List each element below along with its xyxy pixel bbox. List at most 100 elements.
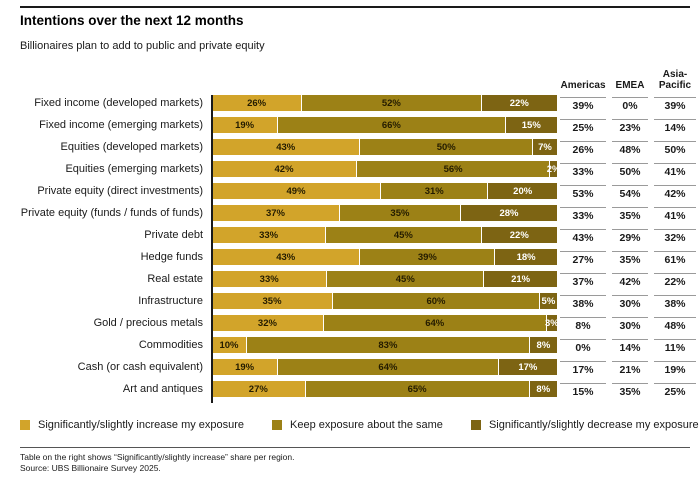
region-value: 0% bbox=[612, 97, 648, 116]
chart-row: Equities (emerging markets) 42% 56% 2% 33% 50… bbox=[20, 161, 699, 183]
column-header-emea: EMEA bbox=[615, 79, 645, 91]
column-header-asia-pacific: Asia- Pacific bbox=[658, 69, 692, 91]
bar-segment: 56% bbox=[357, 161, 550, 177]
bar-segment: 83% bbox=[246, 337, 529, 353]
region-value: 30% bbox=[612, 295, 648, 314]
chart-row: Fixed income (emerging markets) 19% 66% 15%… bbox=[20, 117, 699, 139]
category-label: Commodities bbox=[138, 339, 203, 351]
footnote-source: Source: UBS Billionaire Survey 2025. bbox=[20, 463, 161, 473]
region-value: 23% bbox=[612, 119, 648, 138]
bar-segment: 19% bbox=[212, 359, 278, 375]
category-label: Hedge funds bbox=[140, 251, 203, 263]
bar-segment: 35% bbox=[339, 205, 460, 221]
bar-segment: 28% bbox=[460, 205, 557, 221]
chart-title: Intentions over the next 12 months bbox=[20, 13, 244, 28]
chart-row: Equities (developed markets) 43% 50% 7% 26% 4… bbox=[20, 139, 699, 161]
legend-item: Significantly/slightly decrease my expos… bbox=[470, 419, 699, 431]
stacked-bar: 43% 50% 7% bbox=[212, 139, 557, 155]
region-value: 19% bbox=[654, 361, 696, 380]
bar-segment: 35% bbox=[212, 293, 333, 309]
legend-swatch bbox=[470, 420, 481, 430]
category-label: Fixed income (developed markets) bbox=[34, 97, 203, 109]
region-value: 21% bbox=[612, 361, 648, 380]
bar-segment: 45% bbox=[327, 271, 484, 287]
category-label: Infrastructure bbox=[138, 295, 203, 307]
category-label: Equities (developed markets) bbox=[60, 141, 203, 153]
bar-segment: 8% bbox=[529, 337, 557, 353]
bar-segment: 37% bbox=[212, 205, 339, 221]
y-axis-line bbox=[211, 95, 213, 403]
bar-segment: 31% bbox=[381, 183, 488, 199]
bar-segment: 49% bbox=[212, 183, 381, 199]
region-value: 53% bbox=[560, 185, 606, 204]
chart-row: Hedge funds 43% 39% 18% 27% 35% 61% bbox=[20, 249, 699, 271]
bar-segment: 45% bbox=[326, 227, 481, 243]
legend-item: Keep exposure about the same bbox=[272, 419, 443, 431]
region-value: 39% bbox=[654, 97, 696, 116]
bar-segment: 3% bbox=[545, 315, 559, 331]
bar-segment: 10% bbox=[212, 337, 246, 353]
category-label: Cash (or cash equivalent) bbox=[77, 361, 203, 373]
bar-segment: 15% bbox=[505, 117, 557, 133]
stacked-bar: 26% 52% 22% bbox=[212, 95, 557, 111]
stacked-bar: 10% 83% 8% bbox=[212, 337, 557, 353]
region-value: 29% bbox=[612, 229, 648, 248]
bar-segment: 64% bbox=[323, 315, 546, 331]
region-value: 54% bbox=[612, 185, 648, 204]
bar-segment: 65% bbox=[305, 381, 529, 397]
bar-segment: 32% bbox=[212, 315, 323, 331]
stacked-bar: 35% 60% 5% bbox=[212, 293, 557, 309]
region-value: 8% bbox=[560, 317, 606, 336]
region-value: 32% bbox=[654, 229, 696, 248]
bar-segment: 60% bbox=[333, 293, 539, 309]
bar-segment: 22% bbox=[481, 227, 557, 243]
stacked-bar: 43% 39% 18% bbox=[212, 249, 557, 265]
region-table-header: Americas EMEA Asia- Pacific bbox=[20, 66, 699, 93]
region-value: 30% bbox=[612, 317, 648, 336]
category-label: Fixed income (emerging markets) bbox=[39, 119, 203, 131]
region-value: 48% bbox=[612, 141, 648, 160]
region-value: 50% bbox=[654, 141, 696, 160]
column-header-americas: Americas bbox=[560, 79, 606, 91]
chart-row: Real estate 33% 45% 21% 37% 42% 22% bbox=[20, 271, 699, 293]
region-value: 11% bbox=[654, 339, 696, 358]
chart-row: Gold / precious metals 32% 64% 3% 8% 30% 48% bbox=[20, 315, 699, 337]
region-value: 26% bbox=[560, 141, 606, 160]
region-value: 25% bbox=[654, 383, 696, 402]
footer-rule bbox=[20, 447, 690, 448]
region-value: 42% bbox=[654, 185, 696, 204]
chart-subtitle: Billionaires plan to add to public and p… bbox=[20, 40, 265, 52]
region-value: 35% bbox=[612, 207, 648, 226]
legend-label: Keep exposure about the same bbox=[290, 419, 443, 431]
bar-segment: 66% bbox=[278, 117, 505, 133]
bar-segment: 18% bbox=[495, 249, 557, 265]
region-value: 0% bbox=[560, 339, 606, 358]
bar-segment: 64% bbox=[278, 359, 498, 375]
region-value: 48% bbox=[654, 317, 696, 336]
region-value: 27% bbox=[560, 251, 606, 270]
stacked-bar: 32% 64% 3% bbox=[212, 315, 559, 331]
region-value: 61% bbox=[654, 251, 696, 270]
legend-swatch bbox=[20, 420, 30, 430]
region-value: 33% bbox=[560, 163, 606, 182]
region-value: 37% bbox=[560, 273, 606, 292]
region-value: 43% bbox=[560, 229, 606, 248]
region-value: 14% bbox=[612, 339, 648, 358]
stacked-bar: 33% 45% 21% bbox=[212, 271, 557, 287]
category-label: Private equity (funds / funds of funds) bbox=[20, 207, 203, 219]
region-value: 22% bbox=[654, 273, 696, 292]
bar-segment: 33% bbox=[212, 227, 326, 243]
chart-row: Private equity (direct investments) 49% 31… bbox=[20, 183, 699, 205]
footnote-region-table: Table on the right shows “Significantly/… bbox=[20, 452, 295, 462]
bar-segment: 20% bbox=[488, 183, 557, 199]
stacked-bar: 19% 66% 15% bbox=[212, 117, 557, 133]
region-value: 25% bbox=[560, 119, 606, 138]
region-value: 41% bbox=[654, 163, 696, 182]
legend-label: Significantly/slightly increase my expos… bbox=[38, 419, 245, 431]
category-label: Art and antiques bbox=[122, 383, 203, 395]
bar-segment: 22% bbox=[481, 95, 557, 111]
bar-segment: 27% bbox=[212, 381, 305, 397]
region-value: 50% bbox=[612, 163, 648, 182]
region-value: 35% bbox=[612, 251, 648, 270]
